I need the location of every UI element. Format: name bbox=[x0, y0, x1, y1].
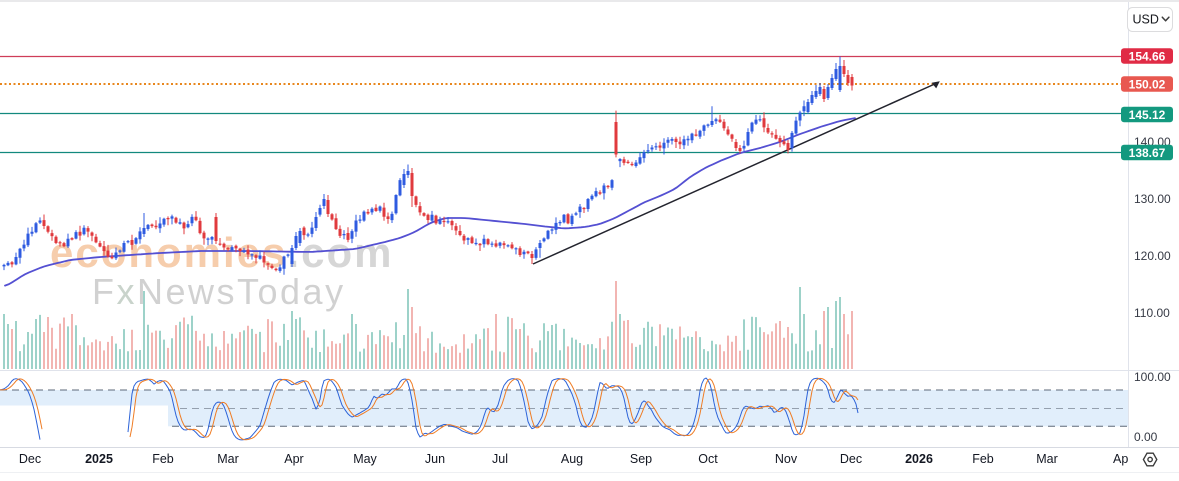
svg-text:Ap: Ap bbox=[1113, 452, 1128, 466]
svg-text:May: May bbox=[353, 452, 377, 466]
svg-text:Jun: Jun bbox=[425, 452, 445, 466]
svg-text:economies.com: economies.com bbox=[50, 229, 393, 276]
svg-text:Feb: Feb bbox=[152, 452, 174, 466]
svg-text:Apr: Apr bbox=[284, 452, 303, 466]
svg-text:Nov: Nov bbox=[775, 452, 798, 466]
svg-text:Oct: Oct bbox=[698, 452, 718, 466]
svg-text:FxNewsToday: FxNewsToday bbox=[92, 271, 346, 312]
svg-text:Sep: Sep bbox=[630, 452, 652, 466]
svg-text:Feb: Feb bbox=[972, 452, 994, 466]
svg-text:Dec: Dec bbox=[19, 452, 41, 466]
svg-text:USD: USD bbox=[1133, 13, 1159, 27]
svg-text:2026: 2026 bbox=[905, 452, 933, 466]
svg-text:150.02: 150.02 bbox=[1129, 77, 1166, 91]
svg-text:138.67: 138.67 bbox=[1129, 146, 1166, 160]
svg-text:130.00: 130.00 bbox=[1134, 192, 1171, 206]
svg-text:110.00: 110.00 bbox=[1134, 306, 1170, 320]
svg-text:Aug: Aug bbox=[561, 452, 583, 466]
svg-text:Mar: Mar bbox=[1036, 452, 1058, 466]
svg-text:0.00: 0.00 bbox=[1134, 430, 1158, 444]
svg-text:Dec: Dec bbox=[840, 452, 862, 466]
svg-text:2025: 2025 bbox=[85, 452, 113, 466]
svg-text:154.66: 154.66 bbox=[1129, 49, 1166, 63]
svg-text:Jul: Jul bbox=[492, 452, 508, 466]
svg-text:145.12: 145.12 bbox=[1129, 108, 1166, 122]
svg-text:Mar: Mar bbox=[217, 452, 239, 466]
svg-text:120.00: 120.00 bbox=[1134, 249, 1171, 263]
svg-text:100.00: 100.00 bbox=[1134, 370, 1171, 384]
